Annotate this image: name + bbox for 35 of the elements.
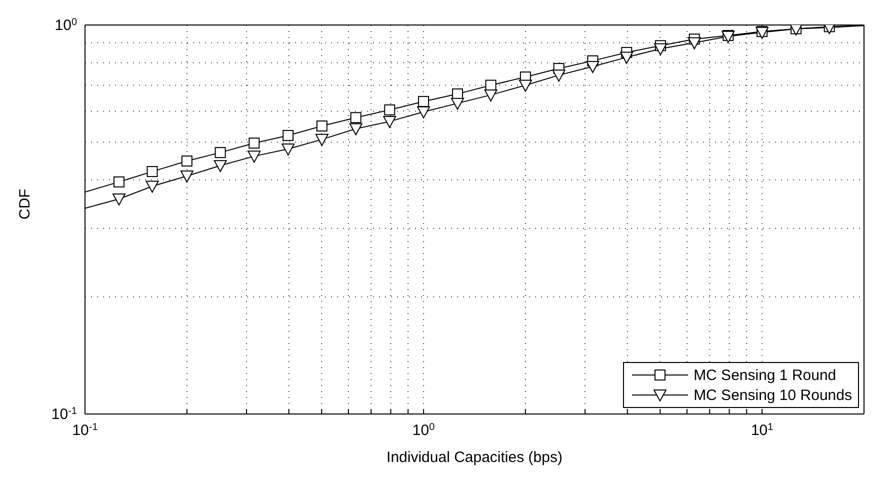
point xyxy=(350,112,362,124)
x-tick-label: 10$^{1}$ xyxy=(750,422,774,439)
point xyxy=(552,70,566,82)
y-axis-title: CDF xyxy=(16,188,34,220)
point xyxy=(181,156,192,167)
point xyxy=(688,37,701,50)
point xyxy=(112,194,126,206)
point xyxy=(113,176,124,188)
point xyxy=(282,130,294,141)
point xyxy=(315,134,328,146)
point xyxy=(248,150,261,163)
point xyxy=(451,98,464,110)
point xyxy=(214,147,226,158)
point xyxy=(349,123,362,136)
point xyxy=(620,52,634,64)
x-axis-title: Individual Capacities (bps) xyxy=(386,449,562,466)
point xyxy=(214,160,227,172)
point xyxy=(316,120,328,132)
legend-label: MC Sensing 1 Round xyxy=(694,366,836,384)
point xyxy=(417,106,430,118)
point xyxy=(146,180,159,193)
point xyxy=(383,116,396,128)
point xyxy=(654,43,667,56)
point xyxy=(146,166,158,178)
point xyxy=(282,143,295,156)
point xyxy=(586,61,600,74)
point xyxy=(418,96,430,107)
legend-label: MC Sensing 10 Rounds xyxy=(694,386,852,404)
point xyxy=(180,170,194,183)
point xyxy=(518,80,532,92)
point xyxy=(484,89,498,102)
x-tick-label: 10$^{0}$ xyxy=(412,422,436,439)
point xyxy=(248,138,260,149)
x-tick-label: 10$^{-1}$ xyxy=(72,422,98,439)
point xyxy=(384,104,396,116)
